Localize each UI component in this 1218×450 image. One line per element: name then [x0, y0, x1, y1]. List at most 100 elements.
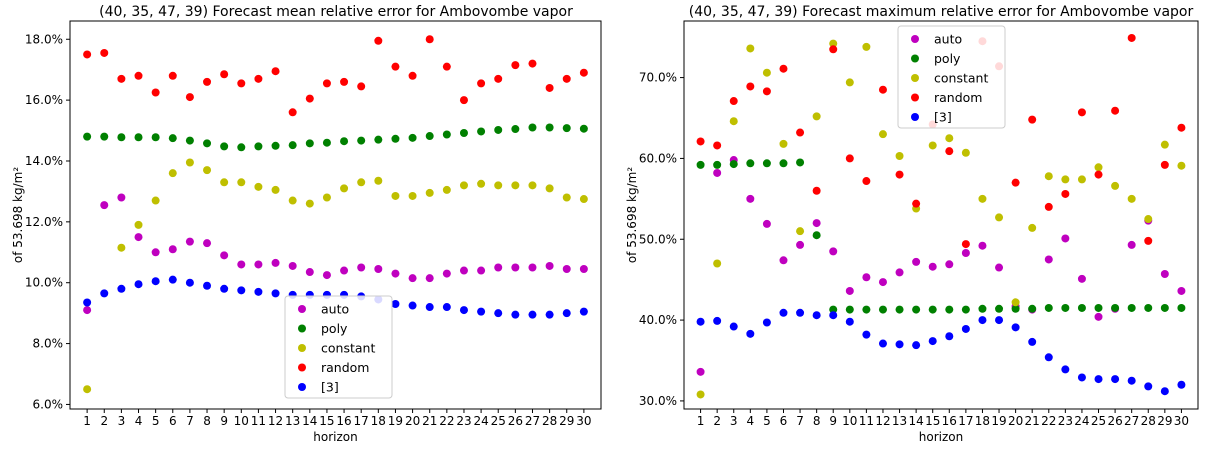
- x-tick-label: 10: [234, 414, 249, 428]
- data-point: [1127, 240, 1136, 249]
- data-point: [1094, 163, 1103, 172]
- data-point: [729, 117, 738, 126]
- data-point: [978, 316, 987, 325]
- data-point: [995, 263, 1004, 272]
- x-tick-label: 18: [371, 414, 386, 428]
- data-point: [845, 317, 854, 326]
- x-tick-label: 29: [559, 414, 574, 428]
- data-point: [562, 309, 571, 318]
- data-point: [912, 341, 921, 350]
- data-point: [762, 87, 771, 96]
- legend-marker: [298, 383, 306, 391]
- data-point: [812, 112, 821, 121]
- data-point: [779, 308, 788, 317]
- data-point: [168, 134, 177, 143]
- data-point: [134, 71, 143, 80]
- data-point: [288, 108, 297, 117]
- data-point: [477, 127, 486, 136]
- data-point: [271, 141, 280, 150]
- data-point: [305, 199, 314, 208]
- data-point: [878, 305, 887, 314]
- data-point: [812, 231, 821, 240]
- data-point: [845, 78, 854, 87]
- data-point: [746, 194, 755, 203]
- data-point: [1127, 33, 1136, 42]
- data-point: [1177, 161, 1186, 170]
- legend-label: auto: [321, 302, 349, 317]
- legend-label: constant: [934, 71, 988, 86]
- data-point: [340, 137, 349, 146]
- data-point: [579, 195, 588, 204]
- x-tick-label: 24: [1074, 414, 1089, 428]
- legend-label: random: [934, 90, 982, 105]
- data-point: [220, 178, 229, 187]
- data-point: [1144, 382, 1153, 391]
- x-tick-label: 23: [1058, 414, 1073, 428]
- x-tick-label: 4: [135, 414, 143, 428]
- data-point: [1144, 236, 1153, 245]
- data-point: [562, 193, 571, 202]
- data-point: [1160, 160, 1169, 169]
- data-point: [442, 130, 451, 139]
- data-point: [83, 385, 92, 394]
- data-point: [340, 77, 349, 86]
- data-point: [746, 82, 755, 91]
- x-tick-label: 5: [763, 414, 771, 428]
- data-point: [185, 93, 194, 102]
- x-tick-label: 20: [1008, 414, 1023, 428]
- data-point: [895, 340, 904, 349]
- data-point: [117, 133, 126, 142]
- data-point: [1028, 304, 1037, 313]
- data-point: [220, 284, 229, 293]
- series-poly-points: [696, 158, 1186, 314]
- data-point: [477, 79, 486, 88]
- data-point: [288, 261, 297, 270]
- plot-area-frame: [683, 20, 1199, 410]
- legend-label: poly: [321, 321, 348, 336]
- data-point: [511, 125, 520, 134]
- data-point: [1160, 270, 1169, 279]
- data-point: [812, 186, 821, 195]
- left-chart-panel: (40, 35, 47, 39) Forecast mean relative …: [11, 4, 602, 444]
- data-point: [511, 61, 520, 70]
- data-point: [1077, 274, 1086, 283]
- data-point: [545, 83, 554, 92]
- data-point: [1177, 286, 1186, 295]
- data-point: [1127, 303, 1136, 312]
- data-point: [961, 240, 970, 249]
- x-tick-label: 30: [1174, 414, 1189, 428]
- x-tick-label: 9: [829, 414, 837, 428]
- x-tick-label: 7: [186, 414, 194, 428]
- x-tick-label: 21: [1025, 414, 1040, 428]
- data-point: [357, 82, 366, 91]
- data-point: [83, 132, 92, 141]
- data-point: [878, 278, 887, 287]
- data-point: [408, 133, 417, 142]
- data-point: [494, 263, 503, 272]
- data-point: [528, 263, 537, 272]
- data-point: [528, 59, 537, 68]
- data-point: [459, 266, 468, 275]
- data-point: [1028, 115, 1037, 124]
- data-point: [562, 74, 571, 83]
- data-point: [151, 277, 160, 286]
- data-point: [408, 71, 417, 80]
- y-tick-label: 16.0%: [25, 93, 63, 107]
- data-point: [878, 339, 887, 348]
- x-tick-label: 22: [439, 414, 454, 428]
- data-point: [579, 68, 588, 77]
- data-point: [1144, 303, 1153, 312]
- data-point: [579, 124, 588, 133]
- data-point: [545, 184, 554, 193]
- data-point: [579, 307, 588, 316]
- data-point: [812, 311, 821, 320]
- data-point: [185, 158, 194, 167]
- data-point: [168, 71, 177, 80]
- data-point: [696, 390, 705, 399]
- data-point: [374, 176, 383, 185]
- data-point: [271, 289, 280, 298]
- data-point: [945, 332, 954, 341]
- legend-marker: [911, 93, 919, 102]
- data-point: [912, 257, 921, 266]
- data-point: [528, 123, 537, 132]
